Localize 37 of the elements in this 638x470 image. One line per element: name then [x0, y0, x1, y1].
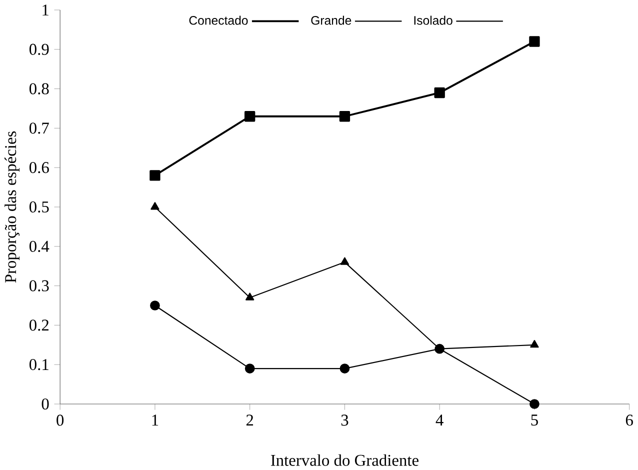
x-tick-label: 5	[531, 414, 538, 426]
y-tick-label: 0.3	[30, 280, 49, 292]
point	[339, 110, 350, 122]
legend-label: Isolado	[414, 16, 452, 25]
point	[150, 300, 160, 310]
x-tick-label: 1	[152, 414, 158, 426]
legend-label: Conectado	[189, 16, 248, 25]
point	[529, 36, 540, 47]
y-tick-label: 0.4	[30, 240, 50, 252]
point	[434, 87, 445, 98]
point	[530, 340, 539, 348]
y-tick-label: 0.6	[30, 162, 49, 173]
y-tick-label: 0	[42, 398, 49, 410]
point	[244, 363, 255, 374]
y-tick-label: 0.7	[30, 122, 49, 134]
x-tick-label: 4	[436, 414, 444, 426]
point	[150, 202, 160, 210]
y-tick-label: 1	[42, 4, 48, 16]
point	[530, 398, 540, 409]
x-axis-title: Intervalo do Gradiente	[270, 454, 418, 466]
x-tick-label: 0	[56, 414, 64, 426]
y-tick-label: 0.9	[30, 44, 49, 55]
y-axis-title: Proporção das espécies	[4, 131, 20, 282]
point	[340, 363, 350, 374]
y-tick-label: 0.8	[30, 82, 49, 94]
x-tick-label: 3	[341, 414, 348, 426]
point	[434, 344, 445, 354]
y-tick-label: 0.2	[30, 319, 48, 331]
x-tick-label: 2	[246, 414, 254, 426]
point	[150, 170, 160, 181]
point	[244, 110, 256, 122]
y-tick-label: 0.1	[30, 358, 48, 370]
y-tick-label: 0.5	[30, 201, 49, 212]
legend-label: Grande	[311, 16, 352, 25]
x-tick-label: 6	[626, 414, 633, 426]
point	[245, 292, 254, 300]
point	[340, 257, 350, 265]
